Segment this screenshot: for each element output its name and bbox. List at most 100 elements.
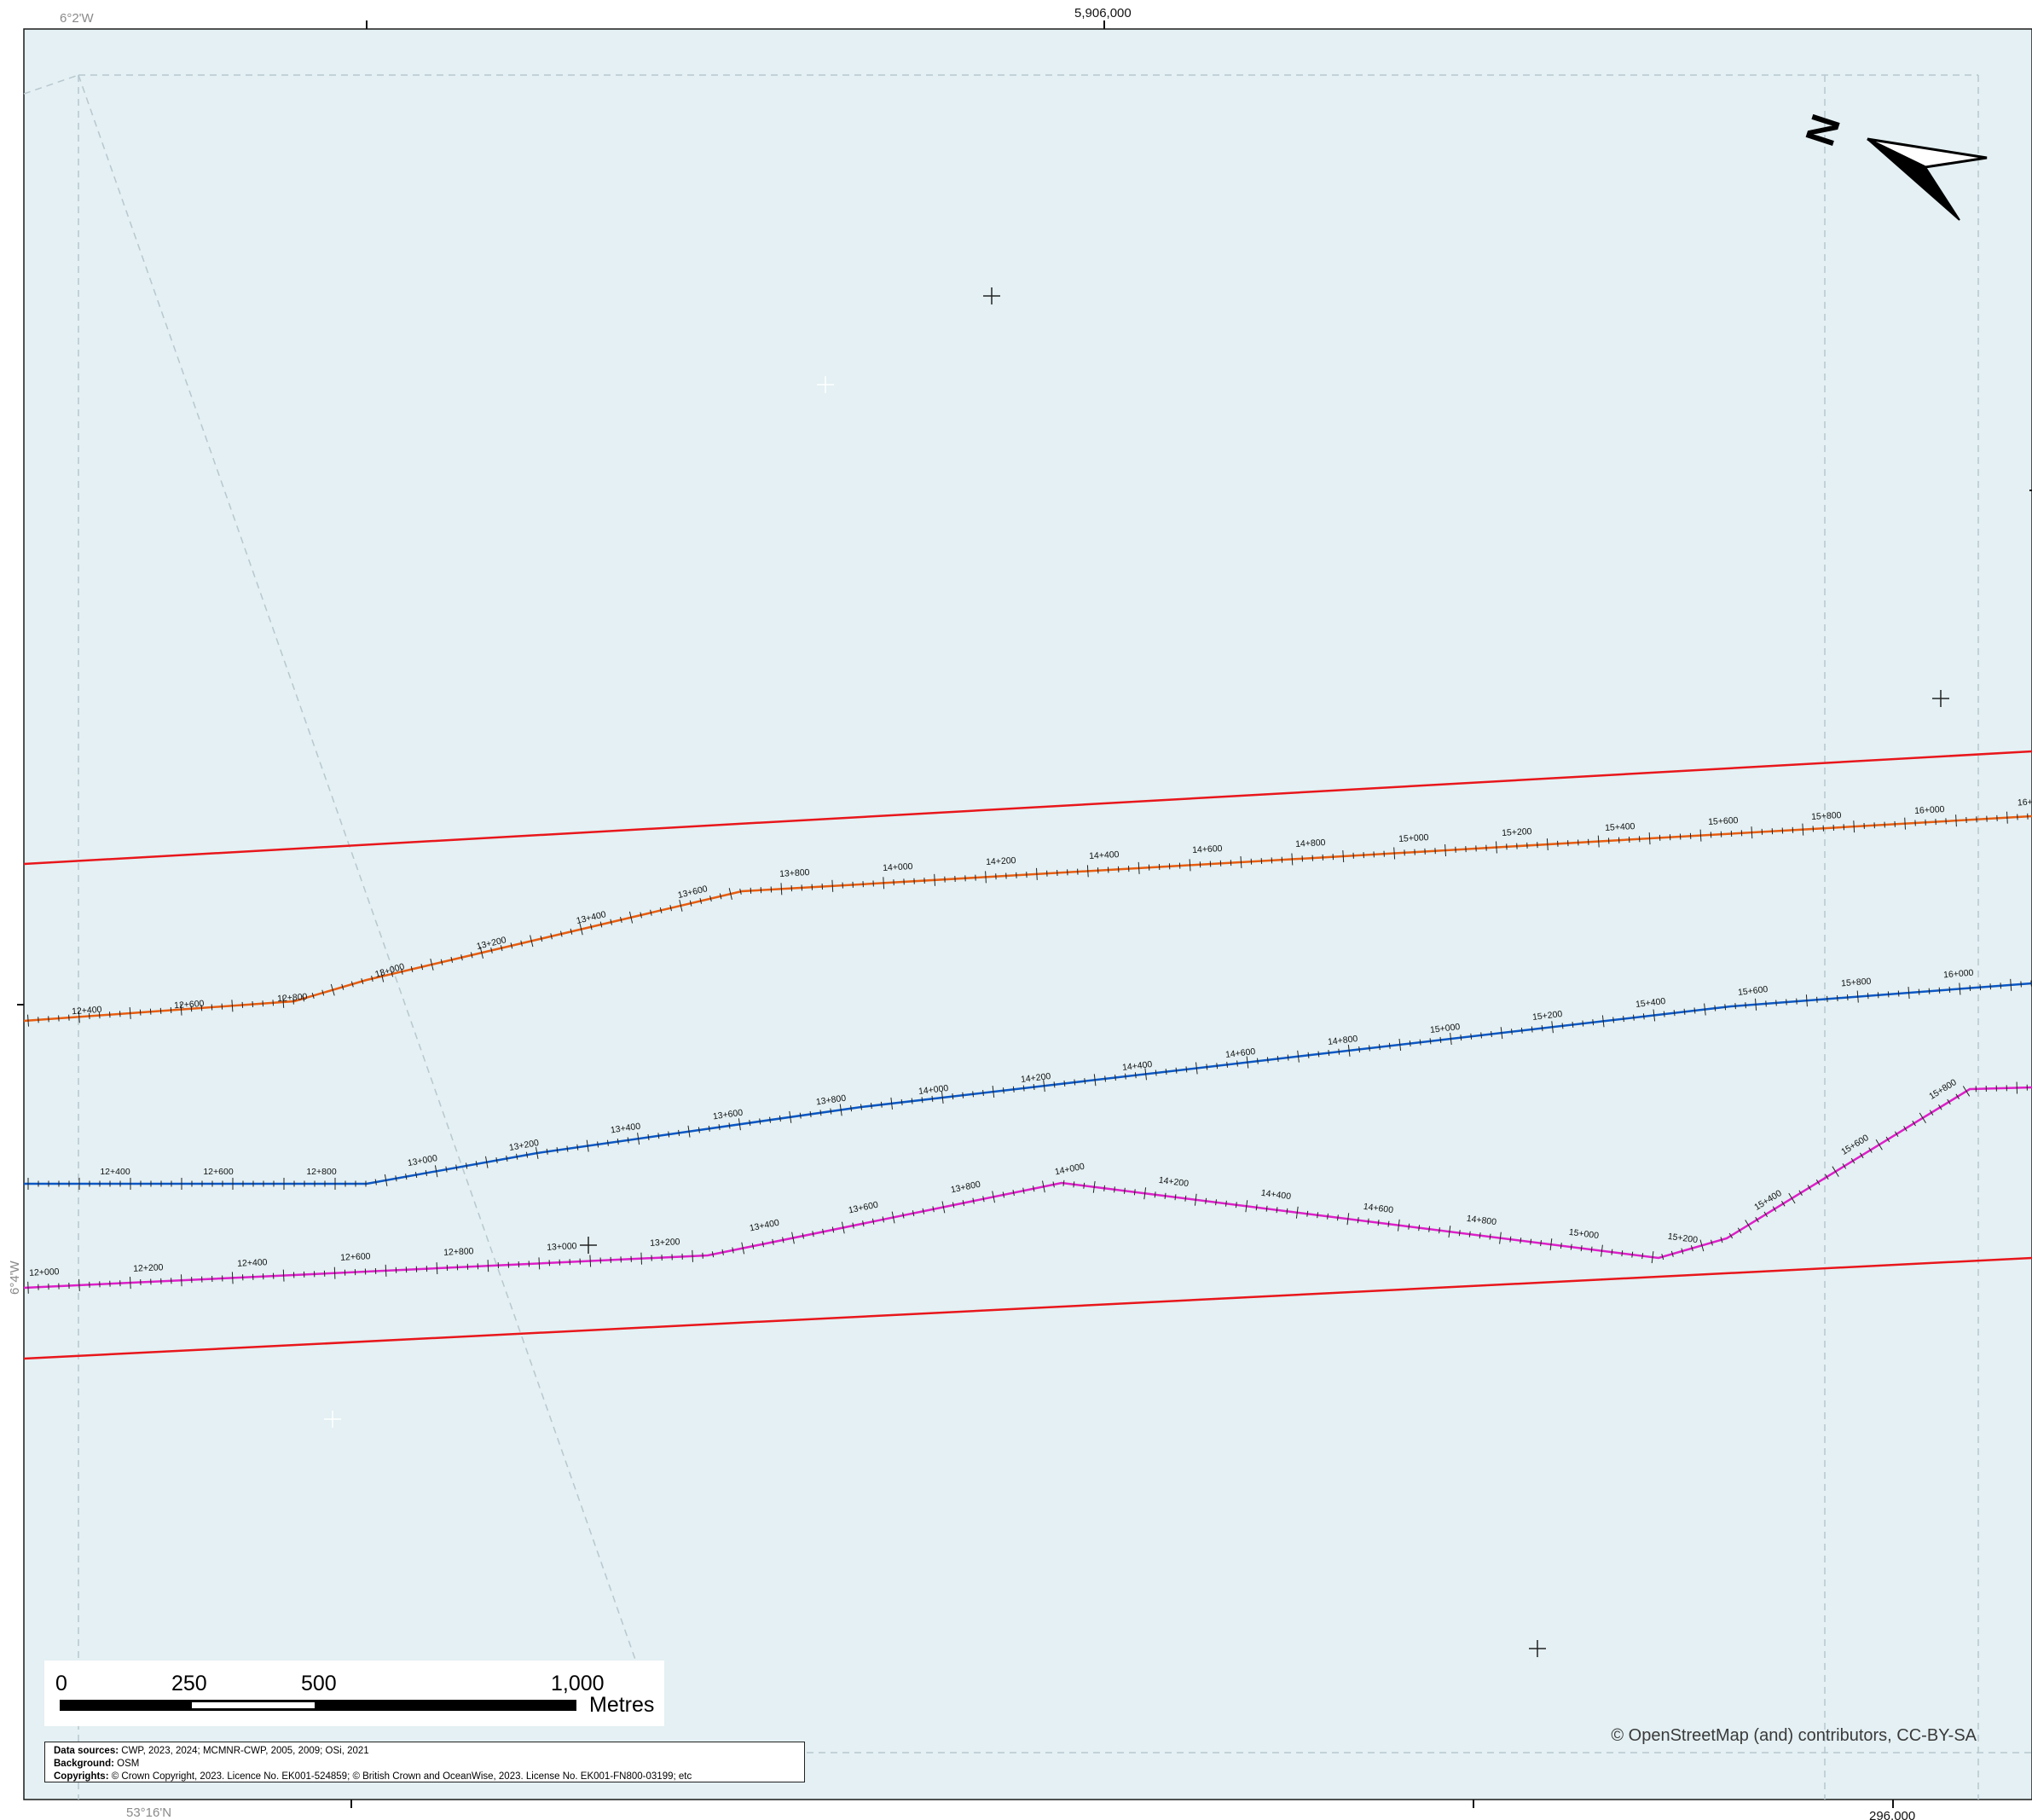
route-tick [1751, 826, 1753, 839]
crosshair-icon [324, 1411, 341, 1428]
route-tick [1699, 1239, 1705, 1252]
route-tick [27, 1014, 29, 1027]
data-sources-box: Data sources: CWP, 2023, 2024; MCMNR-CWP… [44, 1742, 805, 1782]
chainage-label: 13+200 [650, 1237, 680, 1249]
chainage-label: 14+400 [1089, 849, 1120, 861]
route-tick [330, 983, 335, 996]
copyrights-text: © Crown Copyright, 2023. Licence No. EK0… [111, 1771, 692, 1782]
route-tick [1307, 1052, 1310, 1058]
route-tick [1955, 1093, 1960, 1099]
route-tick [985, 871, 987, 884]
route-tick [1286, 1208, 1288, 1214]
route-tick [1704, 1003, 1706, 1016]
data-sources-line: Data sources: CWP, 2023, 2024; MCMNR-CWP… [54, 1745, 804, 1758]
route-tick [350, 981, 354, 988]
route-tick [576, 1144, 579, 1151]
chainage-label: 13+400 [610, 1122, 641, 1136]
route-tick [741, 1242, 745, 1255]
route-tick [1480, 1032, 1482, 1039]
route-tick [1347, 1044, 1351, 1057]
route-tick [1570, 1243, 1572, 1250]
route-tick [1796, 998, 1798, 1005]
route-tick [371, 975, 373, 982]
route-tick [902, 1212, 905, 1219]
route-tick [1479, 1232, 1481, 1239]
lat-label-bottom: 53°16'N [126, 1806, 171, 1820]
route-tick [1133, 1189, 1136, 1196]
route-tick [1164, 1192, 1167, 1199]
route-line [23, 1086, 2032, 1290]
route-tick [1842, 1163, 1847, 1169]
chainage-label: 14+200 [986, 855, 1016, 867]
route-tick [1938, 987, 1941, 994]
route-tick [941, 1201, 946, 1214]
route-tick [535, 1147, 539, 1159]
route-tick [871, 1218, 875, 1225]
route-tick [1022, 1085, 1025, 1092]
route-tick [628, 911, 634, 924]
route-tick [687, 1125, 691, 1138]
route-tick [1257, 1058, 1259, 1064]
route-tick [485, 1156, 489, 1168]
scale-label-1000: 1,000 [551, 1672, 605, 1695]
route-tick [692, 1249, 693, 1262]
route-tick [241, 1001, 244, 1008]
route-tick [385, 1264, 387, 1277]
route-tick [1601, 1015, 1605, 1028]
route-tick [862, 1220, 865, 1227]
route-tick [972, 1091, 974, 1098]
route-tick [586, 1139, 589, 1152]
route-tick [430, 958, 434, 971]
route-tick [952, 1093, 954, 1100]
route-tick [922, 1208, 925, 1214]
route-tick [719, 893, 722, 900]
copyrights-label: Copyrights: [54, 1771, 109, 1782]
route-tick [1428, 1226, 1430, 1232]
route-tick [852, 1222, 854, 1229]
route-tick [597, 1141, 599, 1148]
chainage-label: 14+000 [883, 861, 913, 873]
route-tick [640, 1252, 642, 1265]
route-tick [566, 1145, 569, 1152]
route-tick [1597, 835, 1600, 848]
route-tick [466, 1162, 468, 1169]
route-tick [1989, 983, 1991, 990]
osm-attribution[interactable]: © OpenStreetMap (and) contributors, CC-B… [1611, 1726, 1977, 1745]
route-tick [1215, 1199, 1217, 1206]
route-tick [374, 1179, 377, 1185]
route-tick [761, 1241, 764, 1248]
northing-label-top: 5,906,000 [1074, 6, 1132, 20]
chainage-label: 12+200 [133, 1262, 164, 1274]
route-tick [1460, 1035, 1462, 1041]
route-tick [1418, 1225, 1421, 1232]
route-tick [1033, 1084, 1035, 1091]
routes-layer: 12+400 12+600 12+800 13+000 13+200 13+400 13+6… [23, 797, 2032, 1294]
route-tick [1755, 998, 1757, 1011]
route-tick [420, 964, 424, 971]
route-tick [1074, 1079, 1076, 1086]
route-tick [779, 1115, 781, 1122]
route-tick [1226, 1061, 1228, 1068]
route-tick [1859, 1152, 1864, 1159]
route-tick [221, 1003, 223, 1010]
route-tick [850, 1105, 853, 1112]
route-tick [962, 1092, 964, 1098]
chainage-label: 12+400 [237, 1257, 268, 1269]
route-tick [1377, 1220, 1380, 1226]
route-tick [1673, 1010, 1676, 1017]
route-tick [311, 992, 315, 999]
route-tick [1894, 1131, 1899, 1137]
crosshair-icon [1932, 690, 1949, 707]
route-tick [1734, 1003, 1736, 1010]
route-tick [1036, 867, 1038, 880]
scale-bar: 0 250 500 1,000 Metres [44, 1661, 664, 1726]
route-tick [1670, 1250, 1674, 1257]
route-tick [728, 888, 732, 901]
route-tick [1043, 1080, 1045, 1093]
chainage-label: 15+800 [1841, 977, 1872, 989]
route-tick [1868, 1147, 1873, 1153]
route-tick [570, 928, 573, 935]
map-frame [23, 28, 2032, 1800]
route-tick [252, 1000, 253, 1008]
